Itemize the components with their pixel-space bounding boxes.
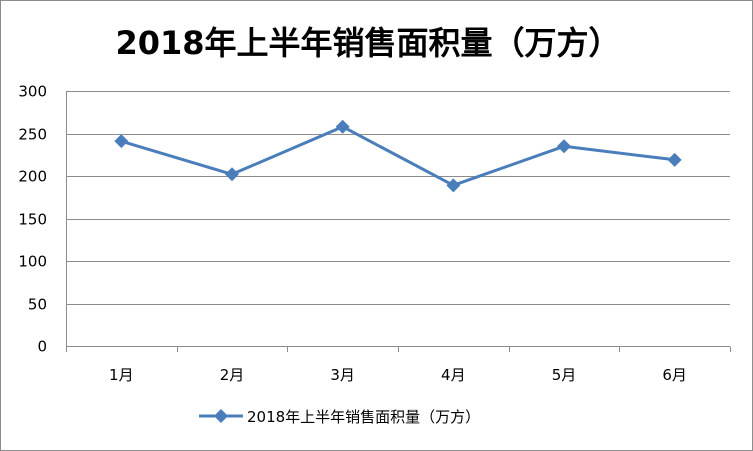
y-tick-label-200: 200 — [18, 168, 47, 186]
y-axis-ticks: 0 50 100 150 200 250 300 — [18, 83, 47, 356]
data-point-2月 — [225, 167, 239, 182]
series-group — [114, 119, 682, 193]
chart-title: 2018年上半年销售面积量（万方） — [115, 24, 621, 62]
x-axis-ticks: 1月 2月 3月 4月 5月 6月 — [66, 346, 731, 384]
x-tick-label-2: 2月 — [220, 366, 245, 384]
data-point-1月 — [114, 134, 129, 149]
x-tick-label-4: 4月 — [441, 366, 466, 384]
data-point-6月 — [667, 152, 682, 167]
y-tick-label-50: 50 — [28, 296, 47, 314]
legend: 2018年上半年销售面积量（万方） — [199, 408, 480, 426]
series-line-0 — [120, 125, 675, 187]
y-tick-label-0: 0 — [37, 338, 47, 356]
x-tick-label-1: 1月 — [109, 366, 134, 384]
x-tick-label-3: 3月 — [330, 366, 355, 384]
data-point-3月 — [335, 119, 350, 134]
y-tick-label-150: 150 — [18, 211, 47, 229]
grid-lines — [66, 91, 730, 347]
x-tick-label-5: 5月 — [552, 366, 577, 384]
data-point-4月 — [446, 178, 461, 193]
x-tick-label-6: 6月 — [662, 366, 687, 384]
y-tick-label-300: 300 — [18, 83, 47, 101]
legend-label: 2018年上半年销售面积量（万方） — [247, 408, 480, 426]
y-tick-label-100: 100 — [18, 253, 47, 271]
y-tick-label-250: 250 — [18, 126, 47, 144]
data-point-5月 — [557, 139, 571, 154]
legend-marker — [214, 409, 228, 423]
